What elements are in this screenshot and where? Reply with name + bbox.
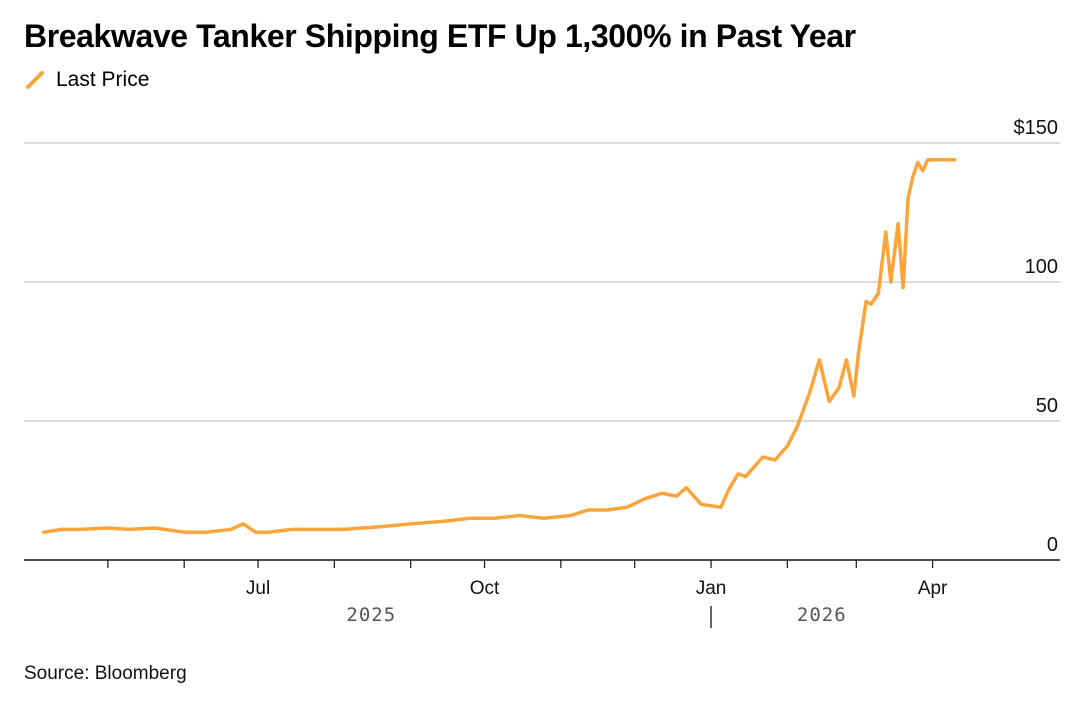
year-label: 2025: [346, 604, 396, 626]
y-tick-label: 50: [1036, 395, 1058, 417]
x-tick-label: Oct: [470, 578, 500, 599]
x-tick-label: Jul: [246, 578, 270, 599]
legend: Last Price: [24, 68, 149, 92]
series-line-last-price: [42, 157, 957, 534]
year-label: 2026: [797, 604, 847, 626]
chart-title: Breakwave Tanker Shipping ETF Up 1,300% …: [24, 18, 856, 54]
y-tick-label: 0: [1047, 534, 1058, 556]
legend-line-icon: [26, 71, 44, 89]
source-note: Source: Bloomberg: [24, 663, 187, 684]
y-tick-label: $150: [1014, 117, 1059, 139]
legend-label: Last Price: [56, 68, 150, 91]
y-tick-label: 100: [1025, 256, 1058, 278]
x-tick-label: Apr: [918, 578, 948, 599]
x-tick-label: Jan: [696, 578, 727, 599]
